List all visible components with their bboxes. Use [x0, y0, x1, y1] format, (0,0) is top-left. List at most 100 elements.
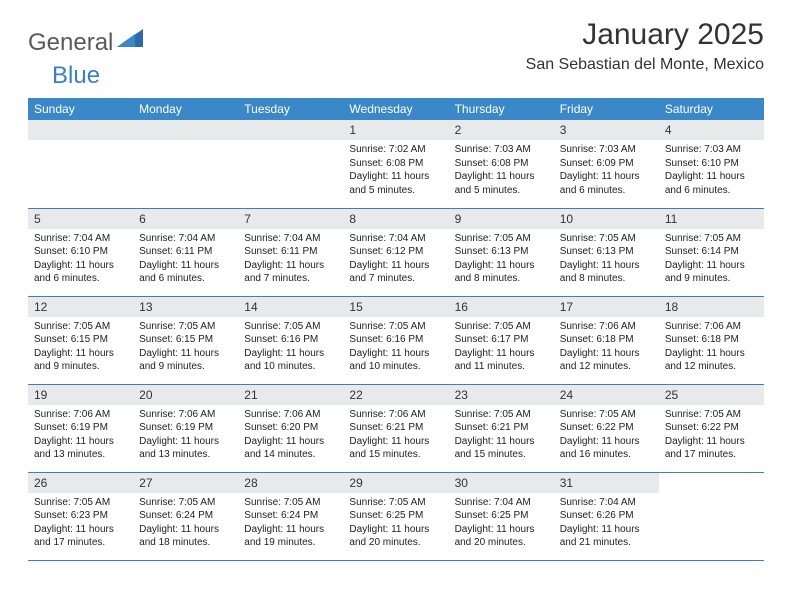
- day-details: Sunrise: 7:06 AMSunset: 6:19 PMDaylight:…: [133, 405, 238, 466]
- day-details: Sunrise: 7:06 AMSunset: 6:19 PMDaylight:…: [28, 405, 133, 466]
- day-details: Sunrise: 7:06 AMSunset: 6:18 PMDaylight:…: [554, 317, 659, 378]
- day-details: Sunrise: 7:05 AMSunset: 6:15 PMDaylight:…: [133, 317, 238, 378]
- day-details: Sunrise: 7:05 AMSunset: 6:13 PMDaylight:…: [554, 229, 659, 290]
- day-details: Sunrise: 7:05 AMSunset: 6:24 PMDaylight:…: [238, 493, 343, 554]
- calendar-cell: 2Sunrise: 7:03 AMSunset: 6:08 PMDaylight…: [449, 120, 554, 208]
- calendar-cell: 7Sunrise: 7:04 AMSunset: 6:11 PMDaylight…: [238, 208, 343, 296]
- calendar-cell: 8Sunrise: 7:04 AMSunset: 6:12 PMDaylight…: [343, 208, 448, 296]
- day-number: 9: [449, 209, 554, 229]
- calendar-cell: 26Sunrise: 7:05 AMSunset: 6:23 PMDayligh…: [28, 472, 133, 560]
- calendar-row: 1Sunrise: 7:02 AMSunset: 6:08 PMDaylight…: [28, 120, 764, 208]
- calendar-cell: 28Sunrise: 7:05 AMSunset: 6:24 PMDayligh…: [238, 472, 343, 560]
- weekday-header: Wednesday: [343, 98, 448, 120]
- calendar-row: 26Sunrise: 7:05 AMSunset: 6:23 PMDayligh…: [28, 472, 764, 560]
- day-number: 4: [659, 120, 764, 140]
- calendar-cell: [28, 120, 133, 208]
- day-number: 3: [554, 120, 659, 140]
- calendar-cell: [659, 472, 764, 560]
- day-details: Sunrise: 7:05 AMSunset: 6:24 PMDaylight:…: [133, 493, 238, 554]
- calendar-cell: 19Sunrise: 7:06 AMSunset: 6:19 PMDayligh…: [28, 384, 133, 472]
- day-number: 21: [238, 385, 343, 405]
- day-number: 14: [238, 297, 343, 317]
- day-details: Sunrise: 7:05 AMSunset: 6:22 PMDaylight:…: [554, 405, 659, 466]
- day-number: 16: [449, 297, 554, 317]
- day-details: Sunrise: 7:05 AMSunset: 6:23 PMDaylight:…: [28, 493, 133, 554]
- calendar-cell: 10Sunrise: 7:05 AMSunset: 6:13 PMDayligh…: [554, 208, 659, 296]
- empty-day-band: [133, 120, 238, 140]
- calendar-cell: 24Sunrise: 7:05 AMSunset: 6:22 PMDayligh…: [554, 384, 659, 472]
- day-details: Sunrise: 7:06 AMSunset: 6:21 PMDaylight:…: [343, 405, 448, 466]
- day-details: Sunrise: 7:05 AMSunset: 6:13 PMDaylight:…: [449, 229, 554, 290]
- day-number: 10: [554, 209, 659, 229]
- location-subtitle: San Sebastian del Monte, Mexico: [526, 56, 764, 74]
- calendar-cell: 15Sunrise: 7:05 AMSunset: 6:16 PMDayligh…: [343, 296, 448, 384]
- day-details: Sunrise: 7:02 AMSunset: 6:08 PMDaylight:…: [343, 140, 448, 201]
- calendar-cell: 9Sunrise: 7:05 AMSunset: 6:13 PMDaylight…: [449, 208, 554, 296]
- day-details: Sunrise: 7:05 AMSunset: 6:21 PMDaylight:…: [449, 405, 554, 466]
- calendar-cell: 22Sunrise: 7:06 AMSunset: 6:21 PMDayligh…: [343, 384, 448, 472]
- calendar-body: 1Sunrise: 7:02 AMSunset: 6:08 PMDaylight…: [28, 120, 764, 560]
- day-number: 17: [554, 297, 659, 317]
- day-number: 8: [343, 209, 448, 229]
- calendar-row: 5Sunrise: 7:04 AMSunset: 6:10 PMDaylight…: [28, 208, 764, 296]
- day-number: 15: [343, 297, 448, 317]
- day-details: Sunrise: 7:05 AMSunset: 6:16 PMDaylight:…: [343, 317, 448, 378]
- calendar-cell: 31Sunrise: 7:04 AMSunset: 6:26 PMDayligh…: [554, 472, 659, 560]
- calendar-cell: 6Sunrise: 7:04 AMSunset: 6:11 PMDaylight…: [133, 208, 238, 296]
- calendar-cell: 25Sunrise: 7:05 AMSunset: 6:22 PMDayligh…: [659, 384, 764, 472]
- day-number: 25: [659, 385, 764, 405]
- calendar-cell: 16Sunrise: 7:05 AMSunset: 6:17 PMDayligh…: [449, 296, 554, 384]
- day-details: Sunrise: 7:05 AMSunset: 6:14 PMDaylight:…: [659, 229, 764, 290]
- brand-part2: Blue: [52, 62, 100, 90]
- weekday-header: Sunday: [28, 98, 133, 120]
- day-number: 30: [449, 473, 554, 493]
- calendar-cell: 5Sunrise: 7:04 AMSunset: 6:10 PMDaylight…: [28, 208, 133, 296]
- day-details: Sunrise: 7:04 AMSunset: 6:11 PMDaylight:…: [238, 229, 343, 290]
- empty-day-band: [28, 120, 133, 140]
- brand-part1: General: [28, 29, 113, 57]
- month-title: January 2025: [526, 18, 764, 52]
- day-number: 6: [133, 209, 238, 229]
- day-number: 11: [659, 209, 764, 229]
- weekday-row: SundayMondayTuesdayWednesdayThursdayFrid…: [28, 98, 764, 120]
- day-number: 13: [133, 297, 238, 317]
- calendar-cell: [133, 120, 238, 208]
- calendar-header: SundayMondayTuesdayWednesdayThursdayFrid…: [28, 98, 764, 120]
- calendar-cell: 3Sunrise: 7:03 AMSunset: 6:09 PMDaylight…: [554, 120, 659, 208]
- weekday-header: Saturday: [659, 98, 764, 120]
- day-number: 5: [28, 209, 133, 229]
- day-number: 29: [343, 473, 448, 493]
- day-number: 26: [28, 473, 133, 493]
- day-number: 27: [133, 473, 238, 493]
- day-number: 20: [133, 385, 238, 405]
- day-details: Sunrise: 7:05 AMSunset: 6:16 PMDaylight:…: [238, 317, 343, 378]
- calendar-cell: 23Sunrise: 7:05 AMSunset: 6:21 PMDayligh…: [449, 384, 554, 472]
- day-details: Sunrise: 7:03 AMSunset: 6:08 PMDaylight:…: [449, 140, 554, 201]
- brand-logo: General: [28, 18, 143, 60]
- calendar-cell: 1Sunrise: 7:02 AMSunset: 6:08 PMDaylight…: [343, 120, 448, 208]
- empty-day-band: [238, 120, 343, 140]
- calendar-row: 19Sunrise: 7:06 AMSunset: 6:19 PMDayligh…: [28, 384, 764, 472]
- weekday-header: Friday: [554, 98, 659, 120]
- day-number: 22: [343, 385, 448, 405]
- calendar-cell: 20Sunrise: 7:06 AMSunset: 6:19 PMDayligh…: [133, 384, 238, 472]
- day-details: Sunrise: 7:05 AMSunset: 6:25 PMDaylight:…: [343, 493, 448, 554]
- day-details: Sunrise: 7:06 AMSunset: 6:18 PMDaylight:…: [659, 317, 764, 378]
- day-details: Sunrise: 7:05 AMSunset: 6:17 PMDaylight:…: [449, 317, 554, 378]
- calendar-cell: 21Sunrise: 7:06 AMSunset: 6:20 PMDayligh…: [238, 384, 343, 472]
- day-details: Sunrise: 7:04 AMSunset: 6:10 PMDaylight:…: [28, 229, 133, 290]
- day-details: Sunrise: 7:03 AMSunset: 6:09 PMDaylight:…: [554, 140, 659, 201]
- calendar-cell: 14Sunrise: 7:05 AMSunset: 6:16 PMDayligh…: [238, 296, 343, 384]
- calendar-cell: 18Sunrise: 7:06 AMSunset: 6:18 PMDayligh…: [659, 296, 764, 384]
- calendar-cell: 30Sunrise: 7:04 AMSunset: 6:25 PMDayligh…: [449, 472, 554, 560]
- day-details: Sunrise: 7:04 AMSunset: 6:26 PMDaylight:…: [554, 493, 659, 554]
- day-number: 18: [659, 297, 764, 317]
- day-number: 23: [449, 385, 554, 405]
- day-number: 2: [449, 120, 554, 140]
- calendar-row: 12Sunrise: 7:05 AMSunset: 6:15 PMDayligh…: [28, 296, 764, 384]
- calendar-cell: 12Sunrise: 7:05 AMSunset: 6:15 PMDayligh…: [28, 296, 133, 384]
- calendar-cell: 11Sunrise: 7:05 AMSunset: 6:14 PMDayligh…: [659, 208, 764, 296]
- day-details: Sunrise: 7:04 AMSunset: 6:25 PMDaylight:…: [449, 493, 554, 554]
- calendar-table: SundayMondayTuesdayWednesdayThursdayFrid…: [28, 98, 764, 561]
- day-number: 7: [238, 209, 343, 229]
